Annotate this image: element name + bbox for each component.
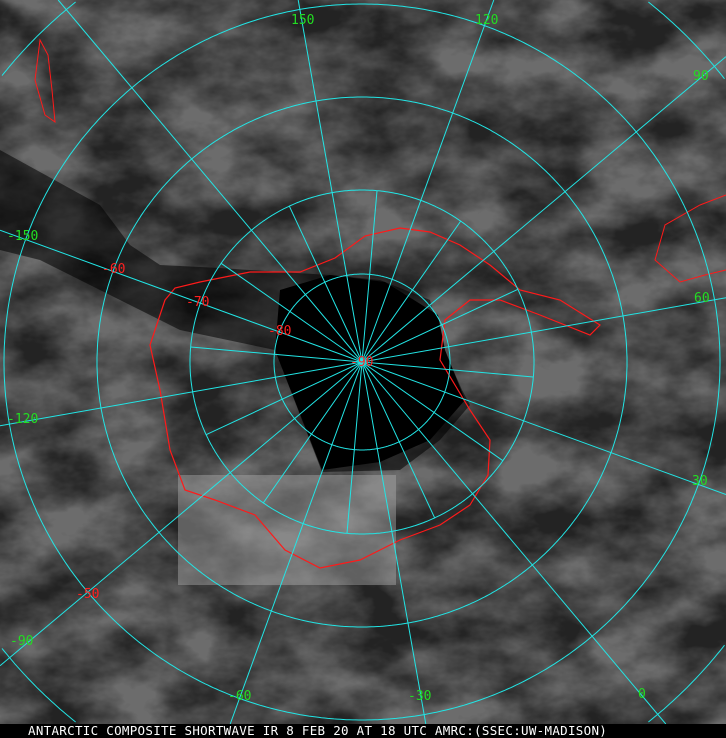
lat-label: -60 xyxy=(102,262,125,277)
lat-label: -90 xyxy=(350,355,373,370)
meridian-line xyxy=(361,220,462,363)
latitude-circle xyxy=(1,1,725,723)
meridian-line xyxy=(190,346,363,363)
new-zealand-coastline xyxy=(34,38,56,124)
meridian-line xyxy=(361,190,378,363)
lon-label: -30 xyxy=(408,689,431,704)
lon-label: -150 xyxy=(7,229,38,244)
meridian-line xyxy=(205,361,363,436)
meridian-line xyxy=(262,361,363,504)
meridian-line xyxy=(361,361,427,724)
meridian-line xyxy=(361,361,534,378)
meridian-line xyxy=(361,297,726,363)
lon-label: 120 xyxy=(475,13,498,28)
meridian-line xyxy=(229,361,363,724)
meridian-line xyxy=(297,0,363,363)
antarctica-coastline xyxy=(149,227,601,569)
meridian-line xyxy=(361,288,519,363)
image-caption: ANTARCTIC COMPOSITE SHORTWAVE IR 8 FEB 2… xyxy=(0,724,726,738)
meridian-line xyxy=(346,361,363,534)
lon-label: -60 xyxy=(228,689,251,704)
lat-label: -70 xyxy=(186,295,209,310)
latitude-circle xyxy=(3,3,721,721)
meridian-line xyxy=(0,229,363,363)
lon-label: 90 xyxy=(693,69,709,84)
meridian-line xyxy=(0,361,363,667)
lat-label: -50 xyxy=(76,587,99,602)
meridian-line xyxy=(57,0,363,363)
lat-label: -80 xyxy=(268,324,291,339)
latitude-circle xyxy=(273,273,451,451)
meridian-line xyxy=(361,361,667,724)
lon-label: -90 xyxy=(10,634,33,649)
meridian-line xyxy=(361,361,436,519)
lon-label: 30 xyxy=(692,474,708,489)
meridian-line xyxy=(361,361,504,462)
latitude-circle xyxy=(189,189,535,535)
meridian-line xyxy=(0,361,363,427)
no-data-region xyxy=(275,275,465,470)
meridian-line xyxy=(288,205,363,363)
meridian-line xyxy=(361,361,726,495)
australia-coastline xyxy=(654,194,726,283)
meridian-line xyxy=(361,0,495,363)
lon-label: 150 xyxy=(291,13,314,28)
latitude-circle xyxy=(96,96,628,628)
lon-label: 60 xyxy=(694,291,710,306)
grid-labels: 150 120 90 60 30 0 -30 -60 -90 -120 -150… xyxy=(7,13,710,704)
meridian-line xyxy=(361,56,726,363)
lon-label: -120 xyxy=(7,412,38,427)
lon-label: 0 xyxy=(638,687,646,702)
meridian-line xyxy=(220,262,363,363)
